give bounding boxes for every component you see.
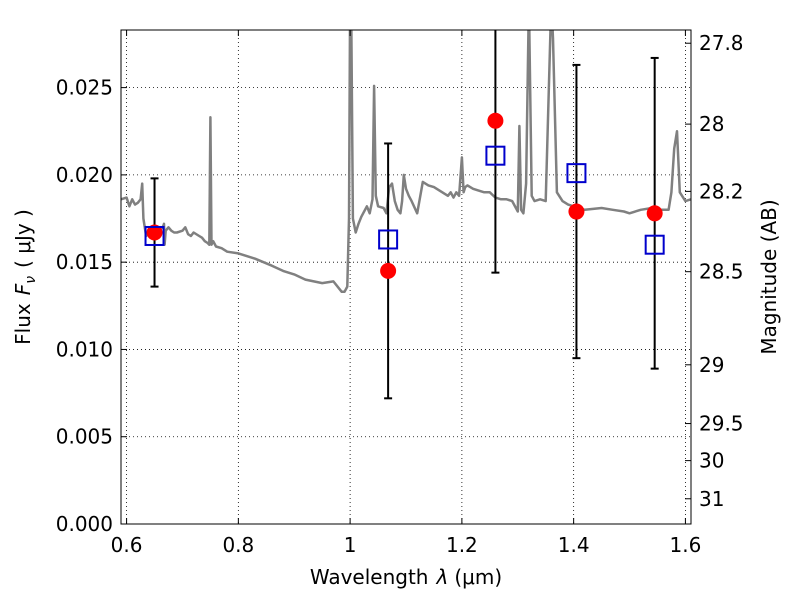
y-tick-label: 0.005: [56, 425, 113, 449]
x-axis-label: Wavelength λ (μm): [310, 565, 502, 589]
model-point: [378, 229, 399, 250]
model-point: [644, 234, 665, 255]
y-axis-label: FluxFν( μJy ): [11, 209, 39, 345]
y-tick-label: 0.000: [56, 512, 113, 536]
observed-point: [646, 205, 663, 222]
model-layer: [144, 145, 665, 255]
ticks: 0.6 0.8 1 1.2 1.4 1.6 0.000 0.005 0.010 0.015 0.02…: [56, 30, 744, 557]
x-tick-label: 1.2: [446, 533, 478, 557]
y-tick-label: 0.025: [56, 76, 113, 100]
y-tick-label: 0.015: [56, 250, 113, 274]
observed-point: [568, 203, 585, 220]
observed-point: [146, 224, 163, 241]
x-tick-label: 1.6: [670, 533, 702, 557]
x-tick-label: 1.4: [558, 533, 590, 557]
spectrum-layer: [121, 30, 691, 294]
y2-tick-label: 28.2: [699, 179, 744, 203]
y2-tick-label: 28: [699, 112, 724, 136]
observed-layer: [146, 112, 663, 279]
model-point: [485, 145, 506, 166]
plot-frame: [120, 29, 692, 525]
template-spectrum-line: [121, 30, 691, 294]
x-tick-label: 0.8: [222, 533, 254, 557]
y2-tick-label: 29: [699, 353, 724, 377]
y2-tick-label: 27.8: [699, 31, 744, 55]
y2-axis-label: Magnitude (AB): [757, 199, 781, 354]
y-tick-label: 0.010: [56, 337, 113, 361]
y2-tick-label: 28.5: [699, 260, 744, 284]
observed-point: [487, 112, 504, 129]
y2-tick-label: 29.5: [699, 412, 744, 436]
y2-tick-label: 30: [699, 449, 724, 473]
model-point: [144, 225, 165, 246]
x-tick-label: 0.6: [111, 533, 143, 557]
y-tick-label: 0.020: [56, 163, 113, 187]
observed-point: [380, 262, 397, 279]
y2-tick-label: 31: [699, 487, 724, 511]
errorbar-layer: [150, 30, 659, 400]
grid: [121, 30, 691, 525]
x-tick-label: 1: [344, 533, 357, 557]
model-point: [566, 163, 587, 184]
